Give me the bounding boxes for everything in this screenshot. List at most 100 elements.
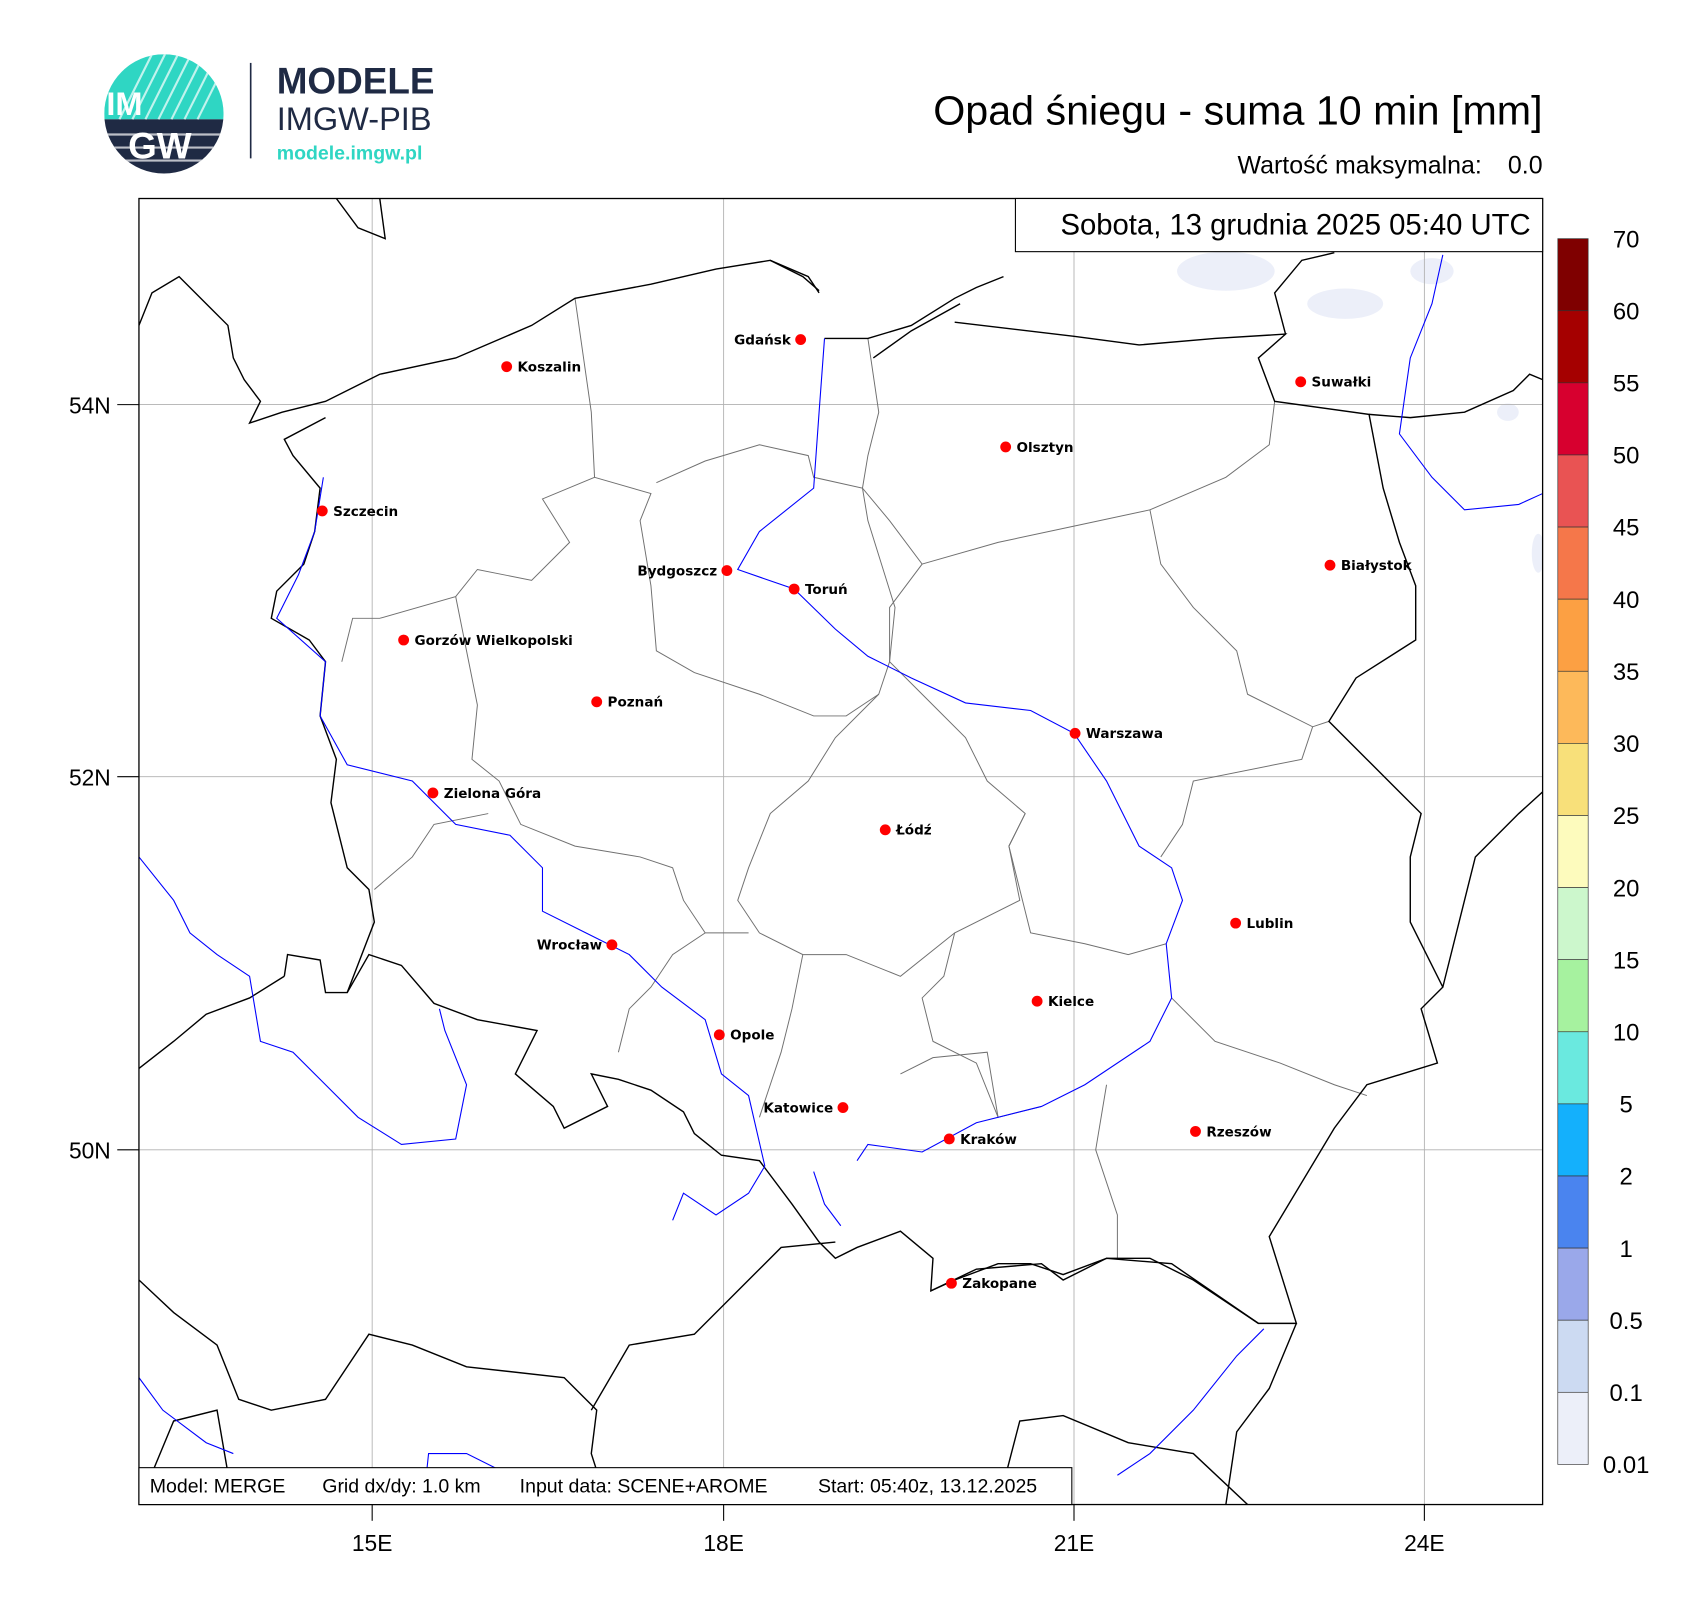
- colorbar-swatch: [1557, 238, 1589, 312]
- city-1: Koszalin: [501, 360, 581, 376]
- imgw-logo[interactable]: IM GW MODELE IMGW-PIB modele.imgw.pl: [104, 54, 434, 179]
- city-marker-icon: [713, 1029, 725, 1041]
- city-3: Olsztyn: [1000, 440, 1074, 456]
- city-marker-icon: [795, 334, 807, 345]
- city-marker-icon: [946, 1277, 957, 1289]
- max-value-label: Wartość maksymalna:: [1238, 152, 1482, 180]
- baltic-coastline: [138, 259, 820, 425]
- city-marker-icon: [501, 361, 513, 373]
- colorbar-swatch: [1557, 382, 1589, 456]
- city-label: Zielona Góra: [444, 786, 541, 802]
- colorbar-label: 2: [1619, 1164, 1632, 1191]
- colorbar-swatch: [1557, 887, 1589, 961]
- city-marker-icon: [837, 1102, 849, 1113]
- lon-tick-label: 15E: [352, 1530, 393, 1556]
- colorbar-label: 0.1: [1610, 1380, 1643, 1407]
- city-label: Poznań: [608, 695, 664, 711]
- colorbar-swatch: [1557, 1247, 1589, 1321]
- lon-tick-label: 24E: [1404, 1530, 1445, 1556]
- logo-url: modele.imgw.pl: [277, 142, 423, 164]
- city-label: Kraków: [960, 1132, 1017, 1148]
- city-8: Gorzów Wielkopolski: [398, 633, 573, 649]
- oder-river: [276, 477, 766, 1167]
- colorbar-swatch: [1557, 526, 1589, 600]
- city-label: Lublin: [1246, 916, 1293, 932]
- colorbar-label: 0.5: [1610, 1308, 1643, 1335]
- city-label: Suwałki: [1312, 375, 1372, 391]
- svg-text:IM: IM: [106, 86, 142, 122]
- logo-org: IMGW-PIB: [277, 101, 432, 137]
- city-marker-icon: [1324, 559, 1336, 571]
- colorbar-label: 5: [1619, 1092, 1632, 1119]
- hel-peninsula: [769, 259, 820, 292]
- graticule: [138, 198, 1543, 1505]
- gdansk-bay-coast: [824, 275, 1004, 340]
- logo-brand: MODELE: [277, 60, 435, 101]
- city-label: Gdańsk: [734, 332, 792, 348]
- city-19: Kraków: [943, 1132, 1017, 1148]
- map-area[interactable]: Gdańsk Koszalin Suwałki Olsztyn Szczecin Biał…: [138, 198, 1545, 1505]
- city-label: Zakopane: [962, 1276, 1037, 1292]
- lat-tick-label: 50N: [69, 1138, 111, 1164]
- city-marker-icon: [427, 787, 439, 799]
- city-20: Zakopane: [946, 1276, 1037, 1292]
- city-label: Warszawa: [1086, 726, 1163, 742]
- axis-ticks: [117, 404, 1425, 1521]
- city-label: Szczecin: [333, 504, 398, 520]
- city-label: Opole: [730, 1028, 774, 1044]
- city-label: Olsztyn: [1017, 440, 1074, 456]
- city-marker-icon: [1031, 995, 1043, 1007]
- city-marker-icon: [398, 634, 410, 646]
- city-label: Bydgoszcz: [637, 563, 717, 579]
- city-marker-icon: [316, 505, 328, 517]
- colorbar-label: 1: [1619, 1236, 1632, 1263]
- date-box: Sobota, 13 grudnia 2025 05:40 UTC: [1014, 197, 1544, 253]
- city-marker-icon: [591, 696, 603, 708]
- city-label: Białystok: [1341, 558, 1413, 574]
- lon-tick-label: 18E: [703, 1530, 744, 1556]
- colorbar-label: 0.01: [1603, 1452, 1649, 1479]
- city-marker-icon: [879, 824, 891, 836]
- city-label: Koszalin: [518, 360, 582, 376]
- colorbar-swatch: [1557, 1031, 1589, 1105]
- city-13: Lublin: [1230, 916, 1293, 932]
- colorbar-swatch: [1557, 310, 1589, 384]
- colorbar-swatch: [1557, 598, 1589, 672]
- colorbar-label: 25: [1613, 803, 1640, 830]
- city-marker-icon: [788, 583, 800, 595]
- city-6: Bydgoszcz: [637, 563, 733, 579]
- city-16: Opole: [713, 1028, 774, 1044]
- model-info-box: Model: MERGE Grid dx/dy: 1.0 km Input da…: [138, 1467, 1073, 1506]
- vistula-river: [736, 338, 1184, 1161]
- city-5: Białystok: [1324, 558, 1413, 574]
- city-11: Zielona Góra: [427, 786, 541, 802]
- colorbar-label: 70: [1613, 226, 1640, 253]
- city-label: Wrocław: [537, 938, 603, 954]
- colorbar-swatch: [1557, 743, 1589, 816]
- colorbar-swatch: [1557, 1319, 1589, 1393]
- colorbar-legend: 70 60 55 50 45 40 35 30 25 20 15 10 5 2 1 0.5 0.1 0.01: [1557, 226, 1649, 1479]
- city-marker-icon: [721, 565, 733, 576]
- city-marker-icon: [1295, 376, 1307, 388]
- grid-label: Grid dx/dy: 1.0 km: [322, 1476, 480, 1498]
- colorbar-swatch: [1557, 1391, 1589, 1465]
- snow-patches: [1177, 251, 1543, 573]
- colorbar-swatch: [1557, 1175, 1589, 1249]
- colorbar-swatch: [1557, 454, 1589, 528]
- city-4: Szczecin: [316, 504, 398, 520]
- city-12: Łódź: [879, 823, 932, 839]
- lat-tick-label: 54N: [69, 392, 111, 418]
- city-label: Łódź: [895, 823, 932, 839]
- city-marker-icon: [1190, 1125, 1201, 1137]
- city-label: Katowice: [763, 1100, 833, 1116]
- city-15: Kielce: [1031, 994, 1094, 1010]
- city-7: Toruń: [788, 582, 848, 598]
- city-18: Rzeszów: [1190, 1124, 1272, 1140]
- map-title: Opad śniegu - suma 10 min [mm]: [933, 88, 1542, 134]
- date-label: Sobota, 13 grudnia 2025 05:40 UTC: [1060, 208, 1530, 241]
- max-value: 0.0: [1508, 152, 1543, 180]
- poland-west-border: [270, 417, 376, 993]
- country-borders: [138, 198, 1543, 1505]
- city-label: Rzeszów: [1206, 1124, 1272, 1140]
- city-label: Kielce: [1048, 994, 1094, 1010]
